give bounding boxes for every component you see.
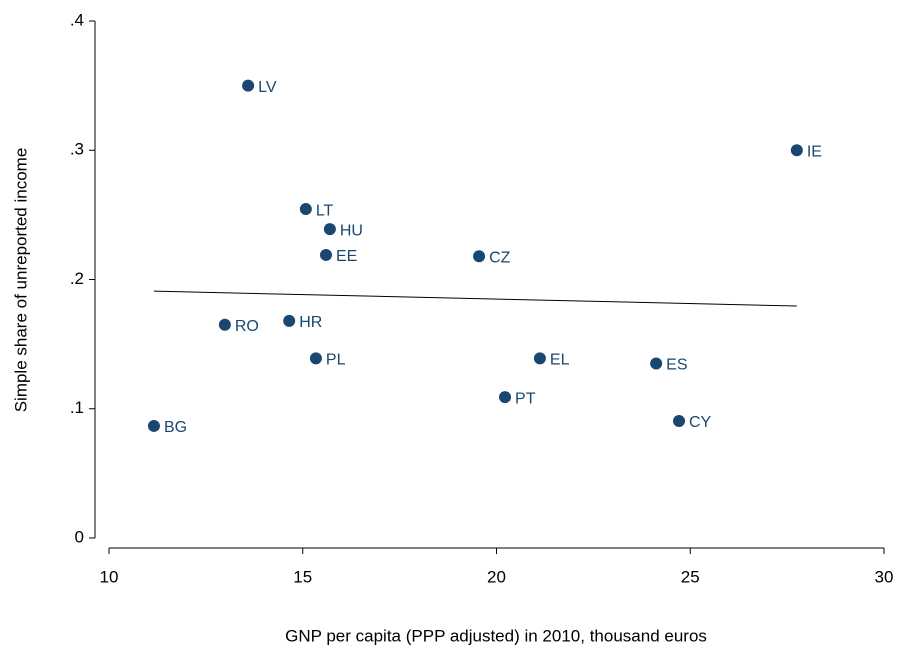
y-tick-label: .2 [70, 269, 84, 288]
x-tick-label: 20 [487, 567, 506, 586]
point-label: EE [336, 248, 357, 265]
point-label: IE [807, 143, 822, 160]
x-tick-label: 30 [875, 567, 894, 586]
point-label: PT [515, 390, 536, 407]
y-axis-label: Simple share of unreported income [11, 148, 30, 413]
point [242, 79, 255, 92]
point [650, 357, 663, 370]
point [533, 352, 546, 365]
x-tick-label: 10 [100, 567, 119, 586]
point [283, 314, 296, 327]
point [299, 203, 312, 216]
point-label: HU [340, 222, 363, 239]
point-label: PL [326, 352, 346, 369]
point-label: BG [164, 419, 187, 436]
point [323, 223, 336, 236]
point [218, 318, 231, 331]
point [309, 352, 322, 365]
point-label: ES [666, 357, 687, 374]
fit-line [153, 290, 797, 307]
point-label: LT [316, 202, 334, 219]
x-axis-label: GNP per capita (PPP adjusted) in 2010, t… [285, 626, 707, 645]
point-label: CZ [489, 249, 511, 266]
point-label: CY [689, 414, 712, 431]
y-tick-label: .3 [70, 140, 84, 159]
point-label: EL [550, 352, 570, 369]
point [673, 415, 686, 428]
y-tick-label: .1 [70, 398, 84, 417]
y-tick-label: 0 [75, 527, 84, 546]
point [499, 391, 512, 404]
point [147, 419, 160, 432]
point-label: HR [299, 314, 322, 331]
point [790, 144, 803, 157]
point-label: RO [235, 318, 259, 335]
point [473, 250, 486, 263]
x-tick-label: 15 [293, 567, 312, 586]
y-tick-label: .4 [70, 10, 84, 29]
x-tick-label: 25 [681, 567, 700, 586]
point-label: LV [258, 79, 277, 96]
point [320, 248, 332, 261]
